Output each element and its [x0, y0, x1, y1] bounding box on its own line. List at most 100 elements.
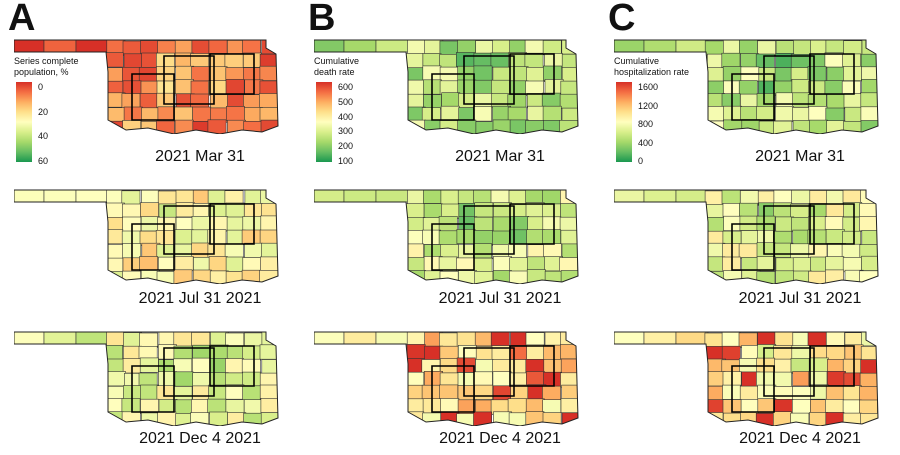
- county: [241, 358, 261, 374]
- map-date-label: 2021 Mar 31: [455, 148, 545, 165]
- county: [140, 202, 159, 218]
- legend-title-line: death rate: [314, 67, 355, 77]
- legend-tick: 800: [638, 119, 654, 129]
- county: [543, 243, 562, 259]
- county: [139, 256, 159, 272]
- region-boundary: [163, 55, 215, 105]
- county: [542, 105, 562, 121]
- county: [825, 107, 845, 123]
- state-outline: [314, 331, 579, 426]
- legend: Cumulative death rate 600 500 400 300 200 100: [314, 56, 424, 166]
- county: [756, 93, 776, 109]
- county: [825, 399, 844, 415]
- county: [790, 358, 810, 374]
- county-map-c-3: [614, 326, 884, 426]
- county-map-c-2: [614, 184, 884, 284]
- county: [192, 372, 212, 388]
- county: [156, 244, 176, 260]
- county: [439, 53, 459, 69]
- county: [559, 257, 578, 273]
- county: [439, 271, 459, 284]
- county: [259, 80, 278, 96]
- county: [423, 203, 443, 219]
- county: [843, 65, 862, 81]
- county: [861, 40, 878, 55]
- county: [259, 93, 278, 109]
- legend-color-bar: [16, 82, 32, 162]
- county: [526, 371, 545, 387]
- county: [843, 40, 863, 56]
- county: [174, 229, 194, 245]
- county: [406, 344, 426, 360]
- county: [155, 229, 175, 245]
- county: [526, 66, 545, 82]
- county-map-a-3: [14, 326, 284, 426]
- county: [104, 257, 124, 273]
- county: [260, 398, 278, 414]
- county: [543, 358, 563, 374]
- county: [561, 53, 578, 69]
- county: [473, 411, 493, 426]
- county: [191, 229, 211, 245]
- county: [723, 270, 742, 284]
- county-map-svg: [314, 39, 579, 134]
- county: [721, 345, 741, 361]
- county: [207, 243, 227, 259]
- map-date-label: 2021 Dec 4 2021: [439, 430, 561, 447]
- map-date-label: 2021 Mar 31: [755, 148, 845, 165]
- county: [842, 257, 862, 273]
- legend-tick: 0: [38, 82, 44, 92]
- county: [207, 190, 227, 205]
- county: [860, 190, 878, 205]
- county: [190, 80, 210, 96]
- county: [191, 399, 210, 415]
- county: [614, 332, 645, 345]
- county-map-svg: [14, 331, 279, 426]
- region-boundary: [431, 365, 475, 413]
- county: [244, 242, 264, 258]
- county: [741, 345, 761, 361]
- county: [826, 345, 846, 361]
- region-boundary: [731, 365, 775, 413]
- county: [456, 52, 475, 68]
- region-boundary: [463, 347, 515, 397]
- county: [225, 358, 244, 374]
- county: [705, 346, 725, 362]
- county: [121, 398, 141, 414]
- county: [474, 92, 494, 108]
- county: [375, 40, 409, 53]
- county: [226, 106, 245, 122]
- county: [859, 372, 878, 388]
- county: [439, 384, 459, 400]
- region-boundary: [463, 205, 515, 255]
- county: [405, 229, 425, 245]
- panel-letter: B: [308, 0, 336, 39]
- county: [224, 243, 244, 259]
- legend-tick: 400: [638, 137, 654, 148]
- county: [542, 190, 562, 205]
- county: [260, 412, 278, 426]
- county: [643, 40, 677, 53]
- county: [141, 412, 160, 426]
- county: [75, 40, 109, 53]
- county: [791, 78, 811, 94]
- county-map-svg: [314, 189, 579, 284]
- county: [773, 371, 792, 387]
- county: [106, 40, 126, 54]
- legend-tick: 1600: [638, 82, 659, 92]
- county: [407, 270, 426, 284]
- county: [704, 40, 724, 56]
- legend-title-line: population, %: [14, 67, 69, 77]
- county: [375, 332, 409, 345]
- county: [490, 190, 510, 204]
- county: [791, 190, 811, 204]
- county: [792, 257, 812, 273]
- county: [740, 106, 760, 122]
- county: [825, 385, 845, 401]
- county: [860, 120, 878, 134]
- panel-b: B 2021 Mar 31 2021 Jul 31 2021 2021 Dec …: [300, 0, 600, 455]
- county: [174, 371, 194, 387]
- legend-title: Series complete population, %: [14, 56, 124, 78]
- county: [474, 202, 494, 218]
- county: [192, 385, 212, 401]
